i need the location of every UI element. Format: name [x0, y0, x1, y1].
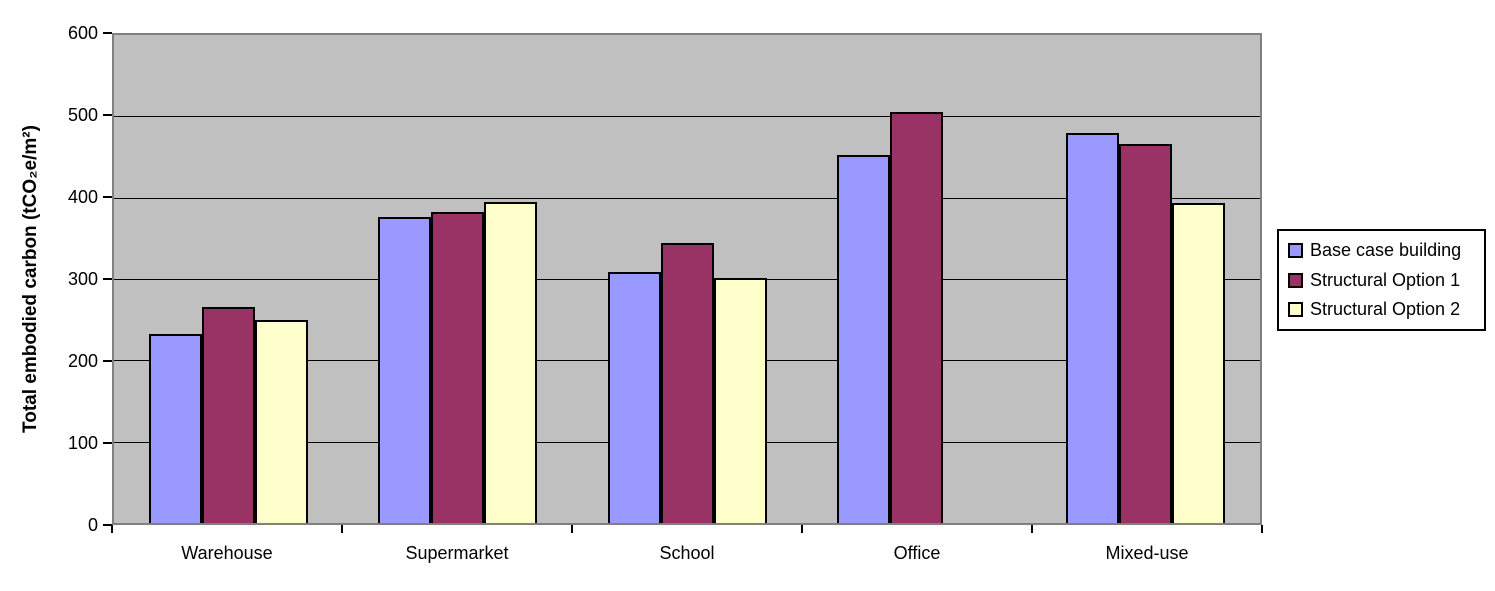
bar-office-base-case-building: [836, 155, 890, 523]
y-tick-500: [103, 114, 112, 116]
y-tick-0: [103, 524, 112, 526]
bar-supermarket-base-case-building: [378, 217, 432, 523]
plot-area: [112, 33, 1262, 525]
y-tick-label-300: 300: [67, 269, 98, 289]
legend-entry-base-case-building: Base case building: [1288, 240, 1484, 261]
legend-label-structural-option-2: Structural Option 2: [1310, 299, 1461, 320]
bar-mixed-use-structural-option-1: [1118, 144, 1172, 523]
bar-supermarket-structural-option-1: [431, 211, 485, 523]
x-tick-3: [801, 525, 803, 533]
y-tick-200: [103, 360, 112, 362]
category-label-office: Office: [893, 543, 941, 563]
y-tick-100: [103, 442, 112, 444]
category-label-supermarket: Supermarket: [405, 543, 509, 563]
bar-mixed-use-base-case-building: [1065, 133, 1119, 523]
y-tick-label-0: 0: [87, 515, 98, 535]
y-tick-label-500: 500: [67, 105, 98, 125]
category-label-mixed-use: Mixed-use: [1105, 543, 1189, 563]
gridline-500: [114, 116, 1260, 117]
x-tick-4: [1031, 525, 1033, 533]
bar-group-school: [572, 35, 801, 523]
legend-entry-structural-option-1: Structural Option 1: [1288, 270, 1484, 291]
bar-warehouse-structural-option-2: [255, 319, 309, 523]
y-tick-label-200: 200: [67, 351, 98, 371]
bar-school-structural-option-2: [713, 278, 767, 523]
y-tick-label-400: 400: [67, 187, 98, 207]
bar-supermarket-structural-option-2: [484, 201, 538, 523]
x-tick-2: [571, 525, 573, 533]
category-label-warehouse: Warehouse: [181, 543, 273, 563]
bar-warehouse-structural-option-1: [202, 306, 256, 523]
bar-group-office: [802, 35, 1031, 523]
y-tick-600: [103, 32, 112, 34]
y-tick-label-600: 600: [67, 23, 98, 43]
legend-swatch-structural-option-1: [1288, 272, 1303, 288]
bar-group-mixed-use: [1031, 35, 1260, 523]
y-tick-label-100: 100: [67, 433, 98, 453]
legend-entry-structural-option-2: Structural Option 2: [1288, 299, 1484, 320]
category-label-school: School: [659, 543, 715, 563]
x-tick-0: [111, 525, 113, 533]
legend: Base case building Structural Option 1 Str…: [1277, 229, 1486, 331]
bar-school-base-case-building: [607, 271, 661, 523]
gridline-400: [114, 198, 1260, 199]
legend-swatch-base-case-building: [1288, 242, 1303, 258]
y-tick-400: [103, 196, 112, 198]
bar-mixed-use-structural-option-2: [1171, 202, 1225, 523]
bar-school-structural-option-1: [660, 243, 714, 523]
x-tick-1: [341, 525, 343, 533]
bar-office-structural-option-1: [889, 112, 943, 523]
bar-groups: [114, 35, 1260, 523]
x-tick-5: [1261, 525, 1263, 533]
y-tick-300: [103, 278, 112, 280]
legend-swatch-structural-option-2: [1288, 302, 1303, 318]
legend-label-base-case-building: Base case building: [1310, 239, 1462, 260]
bar-warehouse-base-case-building: [149, 333, 203, 523]
legend-label-structural-option-1: Structural Option 1: [1310, 269, 1461, 290]
bar-group-warehouse: [114, 35, 343, 523]
bar-group-supermarket: [343, 35, 572, 523]
